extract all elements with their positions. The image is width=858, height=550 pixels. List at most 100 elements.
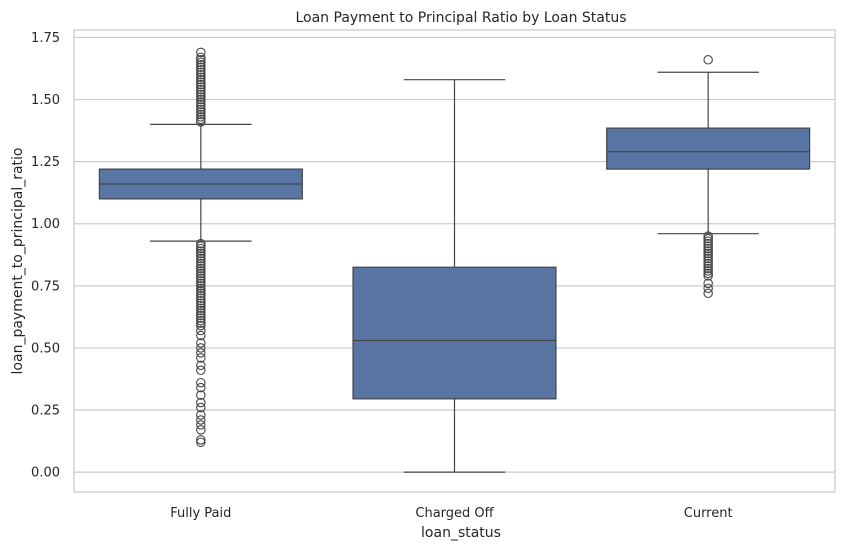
outlier-point [196, 79, 206, 90]
outlier-point [196, 281, 206, 291]
outlier-point [196, 92, 206, 102]
outlier-point [196, 313, 206, 323]
outlier-point [196, 266, 206, 276]
outlier-point [703, 251, 713, 261]
y-axis-label: loan_payment_to_principal_ratio [10, 148, 26, 375]
outlier-point [703, 266, 713, 276]
outlier-point [196, 435, 206, 445]
outlier-point [196, 268, 206, 279]
outlier-point [196, 276, 206, 286]
outlier-point [196, 420, 206, 430]
outlier-point [196, 99, 206, 110]
y-axis-ticks: 0.00 0.25 0.50 0.75 1.00 1.25 1.50 1.75 [31, 31, 60, 481]
x-axis-label: loan_status [421, 525, 501, 541]
outlier-point [196, 77, 206, 87]
outlier-point [196, 288, 206, 299]
outlier-point [196, 343, 206, 353]
boxes-layer [98, 47, 811, 473]
outlier-point [196, 241, 206, 251]
outlier-point [196, 52, 206, 63]
outlier-point [196, 263, 206, 274]
outlier-point [196, 425, 206, 435]
box-group-fully-paid [98, 47, 303, 448]
outlier-point [196, 353, 206, 363]
outlier-point [196, 72, 206, 82]
outlier-point [196, 390, 206, 400]
outlier-point [196, 67, 206, 77]
outlier-point [196, 397, 206, 408]
outlier-point [196, 295, 206, 306]
outlier-point [703, 243, 713, 254]
outlier-point [703, 268, 713, 279]
outlier-point [196, 246, 206, 256]
iqr-box [606, 127, 811, 170]
outlier-point [196, 271, 206, 281]
outlier-point [703, 241, 713, 251]
outlier-point [703, 231, 713, 241]
outlier-point [703, 248, 713, 259]
outlier-point [196, 410, 206, 420]
outlier-point [196, 114, 206, 125]
outlier-point [703, 261, 713, 271]
outlier-point [196, 74, 206, 85]
x-tick-label: Current [684, 506, 733, 521]
outlier-point [703, 258, 713, 269]
x-tick-label: Fully Paid [170, 506, 231, 521]
chart-title: Loan Payment to Principal Ratio by Loan … [295, 10, 626, 26]
outlier-point [196, 112, 206, 122]
x-tick-label: Charged Off [415, 506, 494, 521]
outlier-point [196, 97, 206, 107]
outlier-point [703, 253, 713, 264]
outlier-point [196, 64, 206, 75]
outlier-point [196, 251, 206, 261]
outlier-point [196, 325, 206, 336]
outlier-point [196, 62, 206, 73]
outlier-point [703, 263, 713, 274]
box-group-current [606, 55, 811, 299]
outlier-point [196, 315, 206, 326]
outlier-point [196, 102, 206, 112]
plot-frame [73, 29, 836, 493]
outlier-point [196, 330, 206, 341]
outlier-point [196, 320, 206, 331]
outlier-point [196, 253, 206, 264]
y-tick-label: 1.50 [31, 93, 60, 108]
outlier-point [196, 261, 206, 271]
outlier-point [196, 338, 206, 348]
outlier-point [196, 382, 206, 393]
y-tick-label: 1.00 [31, 217, 60, 232]
outlier-point [196, 84, 206, 95]
outlier-point [196, 437, 206, 448]
outlier-point [703, 233, 713, 244]
outlier-point [196, 286, 206, 296]
outlier-point [196, 60, 206, 70]
outlier-point [196, 293, 206, 304]
outlier-point [703, 271, 713, 281]
y-tick-label: 0.00 [31, 466, 60, 481]
outlier-point [196, 305, 206, 316]
outlier-point [196, 238, 206, 249]
outlier-point [196, 87, 206, 97]
y-tick-label: 1.75 [31, 31, 60, 46]
outlier-point [196, 109, 206, 120]
outlier-point [196, 300, 206, 311]
iqr-box [352, 266, 557, 400]
outlier-point [703, 55, 713, 65]
outlier-point [196, 55, 206, 65]
outlier-point [196, 318, 206, 328]
outlier-point [196, 308, 206, 318]
outlier-point [196, 415, 206, 425]
outlier-point [703, 278, 713, 289]
outlier-point [196, 89, 206, 100]
outlier-point [196, 283, 206, 294]
y-tick-label: 1.25 [31, 155, 60, 170]
outlier-point [196, 360, 206, 371]
outlier-point [196, 248, 206, 259]
outlier-point [703, 238, 713, 249]
outlier-point [703, 256, 713, 266]
outlier-point [196, 94, 206, 105]
outlier-point [196, 258, 206, 269]
outlier-point [196, 377, 206, 388]
outlier-point [196, 243, 206, 254]
